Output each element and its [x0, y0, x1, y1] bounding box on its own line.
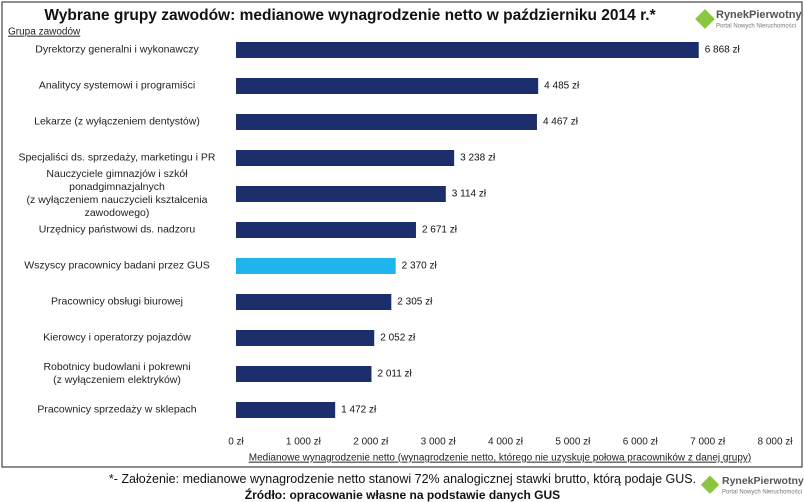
- bar: [236, 42, 699, 58]
- value-label: 4 485 zł: [544, 81, 580, 92]
- chart-frame: [1, 1, 803, 468]
- bar: [236, 114, 537, 130]
- value-label: 3 238 zł: [460, 153, 496, 164]
- y-tick-label: Wszyscy pracownicy badani przez GUS: [24, 259, 210, 272]
- x-tick-label: 4 000 zł: [488, 437, 524, 448]
- logo-icon: [695, 9, 715, 29]
- value-label: 2 305 zł: [397, 297, 433, 308]
- bar: [236, 402, 336, 418]
- x-tick-label: 5 000 zł: [555, 437, 591, 448]
- logo: RynekPierwotny Portal Nowych Nieruchomoś…: [695, 9, 802, 30]
- y-tick-label: Robotnicy budowlani i pokrewni (z wyłącz…: [43, 361, 191, 386]
- value-label: 2 370 zł: [402, 261, 438, 272]
- bar: [236, 150, 455, 166]
- bar: [236, 258, 396, 274]
- footer-source: Źródło: opracowanie własne na podstawie …: [244, 488, 561, 502]
- x-tick-label: 0 zł: [228, 437, 244, 448]
- x-tick-label: 3 000 zł: [421, 437, 457, 448]
- value-label: 1 472 zł: [341, 405, 377, 416]
- y-tick-label: Urzędnicy państwowi ds. nadzoru: [38, 223, 196, 236]
- bar: [236, 186, 446, 202]
- y-tick-label: Kierowcy i operatorzy pojazdów: [43, 331, 191, 344]
- y-tick-label: Lekarze (z wyłączeniem dentystów): [34, 115, 200, 128]
- value-label: 3 114 zł: [452, 189, 487, 200]
- bar: [236, 366, 372, 382]
- value-label: 6 868 zł: [705, 45, 741, 56]
- value-label: 4 467 zł: [543, 117, 579, 128]
- logo-name: RynekPierwotny: [716, 9, 802, 21]
- logo-tagline: Portal Nowych Nieruchomości: [722, 490, 802, 496]
- x-tick-label: 8 000 zł: [757, 437, 793, 448]
- y-tick-label: Specjaliści ds. sprzedaży, marketingu i …: [18, 151, 216, 164]
- footer-note: *- Założenie: medianowe wynagrodzenie ne…: [108, 472, 697, 486]
- y-axis-title: Grupa zawodów: [8, 27, 81, 38]
- x-tick-label: 1 000 zł: [286, 437, 322, 448]
- x-axis-title: Medianowe wynagrodzenie netto (wynagrodz…: [249, 453, 752, 464]
- y-tick-label: Nauczyciele gimnazjów i szkół ponadgimna…: [26, 168, 208, 219]
- x-tick-label: 2 000 zł: [353, 437, 389, 448]
- x-tick-label: 7 000 zł: [690, 437, 726, 448]
- x-tick-label: 6 000 zł: [623, 437, 659, 448]
- value-label: 2 011 zł: [377, 369, 412, 380]
- logo-tagline: Portal Nowych Nieruchomości: [716, 24, 796, 30]
- bar: [236, 294, 392, 310]
- value-label: 2 052 zł: [380, 333, 416, 344]
- value-label: 2 671 zł: [422, 225, 458, 236]
- logo: RynekPierwotny Portal Nowych Nieruchomoś…: [700, 475, 804, 496]
- bar: [236, 330, 375, 346]
- y-tick-label: Pracownicy sprzedaży w sklepach: [37, 403, 197, 416]
- y-tick-label: Pracownicy obsługi biurowej: [51, 295, 183, 308]
- chart-title: Wybrane grupy zawodów: medianowe wynagro…: [44, 7, 656, 24]
- y-tick-label: Analitycy systemowi i programiści: [38, 79, 196, 92]
- logo-icon: [700, 475, 720, 494]
- bar: [236, 222, 416, 238]
- y-tick-label: Dyrektorzy generalni i wykonawczy: [35, 43, 199, 56]
- logo-name: RynekPierwotny: [722, 475, 804, 487]
- bar: [236, 78, 539, 94]
